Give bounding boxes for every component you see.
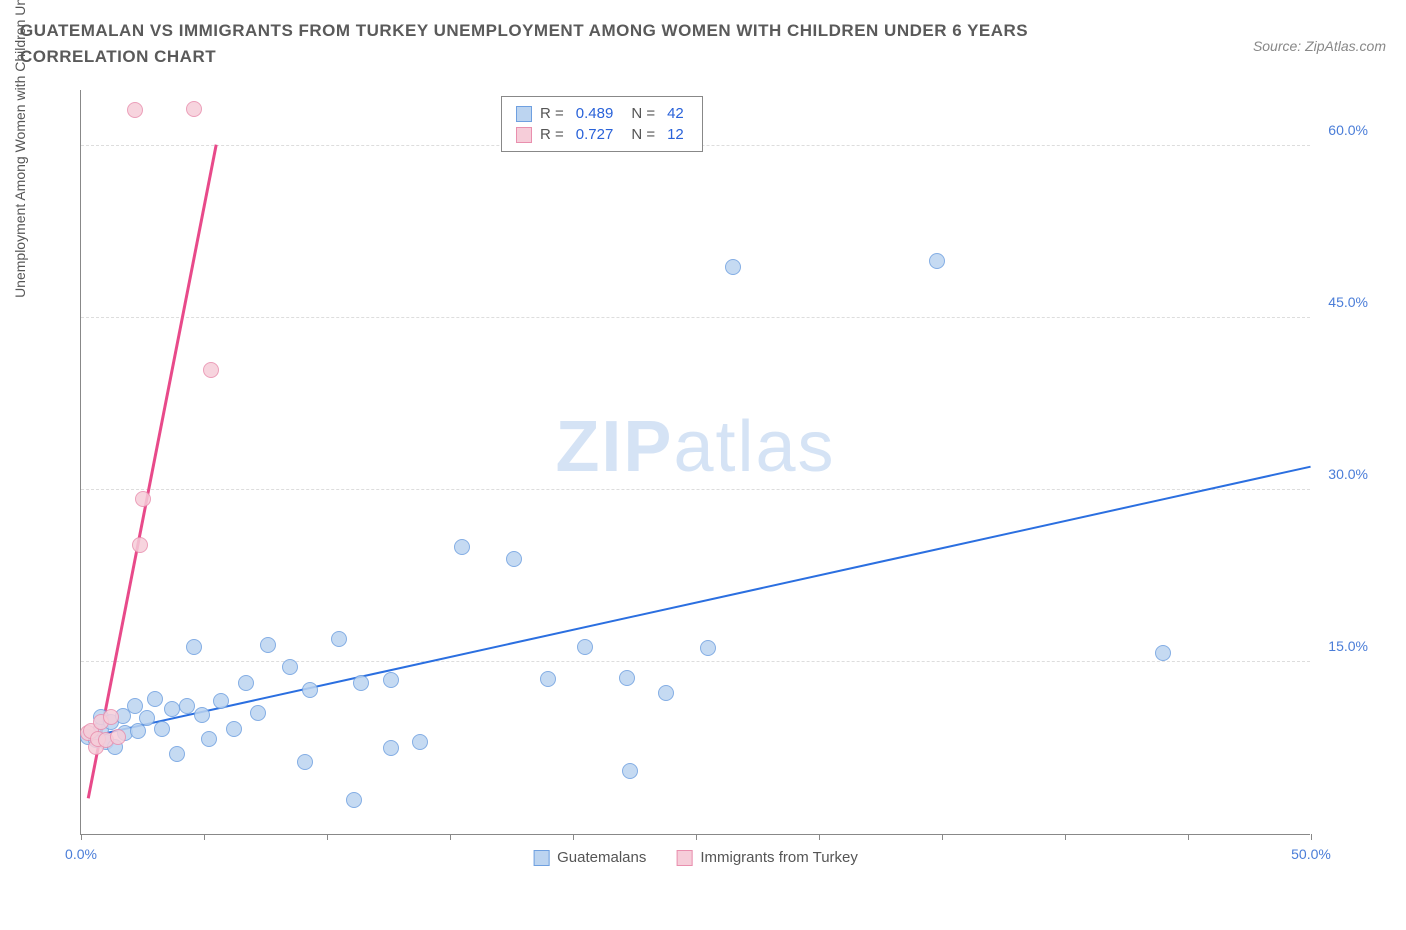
data-point: [103, 709, 119, 725]
data-point: [353, 675, 369, 691]
y-axis-label: Unemployment Among Women with Children U…: [12, 0, 28, 298]
y-tick-label: 45.0%: [1328, 294, 1368, 310]
data-point: [260, 637, 276, 653]
data-point: [1155, 645, 1171, 661]
x-tick: [819, 834, 820, 840]
chart-title: GUATEMALAN VS IMMIGRANTS FROM TURKEY UNE…: [20, 18, 1120, 69]
gridline: [81, 317, 1310, 318]
x-tick-label: 50.0%: [1291, 846, 1331, 862]
data-point: [238, 675, 254, 691]
x-tick: [942, 834, 943, 840]
data-point: [147, 691, 163, 707]
data-point: [282, 659, 298, 675]
legend-swatch: [676, 850, 692, 866]
trend-line: [93, 465, 1311, 736]
plot-area: ZIPatlas 15.0%30.0%45.0%60.0%0.0%50.0%R …: [80, 90, 1310, 835]
x-tick: [81, 834, 82, 840]
x-tick: [573, 834, 574, 840]
data-point: [132, 537, 148, 553]
legend-swatch: [516, 127, 532, 143]
data-point: [127, 698, 143, 714]
data-point: [179, 698, 195, 714]
data-point: [186, 639, 202, 655]
data-point: [203, 362, 219, 378]
legend-label: Guatemalans: [557, 849, 646, 866]
data-point: [619, 670, 635, 686]
data-point: [622, 763, 638, 779]
data-point: [127, 102, 143, 118]
legend-n-value: 12: [663, 126, 688, 143]
data-point: [577, 639, 593, 655]
x-tick: [204, 834, 205, 840]
x-tick: [450, 834, 451, 840]
legend-row: R = 0.489 N = 42: [516, 103, 688, 124]
data-point: [540, 671, 556, 687]
data-point: [194, 707, 210, 723]
data-point: [139, 710, 155, 726]
data-point: [154, 721, 170, 737]
data-point: [169, 746, 185, 762]
data-point: [110, 729, 126, 745]
legend-item: Immigrants from Turkey: [676, 849, 858, 866]
source-attribution: Source: ZipAtlas.com: [1253, 38, 1386, 54]
data-point: [135, 491, 151, 507]
gridline: [81, 489, 1310, 490]
legend-label: Immigrants from Turkey: [700, 849, 858, 866]
x-tick-label: 0.0%: [65, 846, 97, 862]
x-tick: [1188, 834, 1189, 840]
watermark: ZIPatlas: [555, 406, 835, 488]
data-point: [250, 705, 266, 721]
chart-header: GUATEMALAN VS IMMIGRANTS FROM TURKEY UNE…: [0, 0, 1406, 77]
legend-r-value: 0.489: [572, 105, 618, 122]
data-point: [226, 721, 242, 737]
data-point: [302, 682, 318, 698]
gridline: [81, 661, 1310, 662]
legend-n-label: N =: [631, 126, 655, 143]
data-point: [700, 640, 716, 656]
legend-row: R = 0.727 N = 12: [516, 124, 688, 145]
data-point: [331, 631, 347, 647]
x-tick: [696, 834, 697, 840]
legend-r-label: R =: [540, 105, 564, 122]
data-point: [297, 754, 313, 770]
legend-swatch: [516, 106, 532, 122]
legend-n-label: N =: [631, 105, 655, 122]
data-point: [929, 253, 945, 269]
y-tick-label: 60.0%: [1328, 122, 1368, 138]
data-point: [201, 731, 217, 747]
data-point: [725, 259, 741, 275]
x-tick: [327, 834, 328, 840]
correlation-legend: R = 0.489 N = 42 R = 0.727 N = 12: [501, 96, 703, 152]
data-point: [383, 740, 399, 756]
data-point: [658, 685, 674, 701]
legend-r-label: R =: [540, 126, 564, 143]
data-point: [383, 672, 399, 688]
legend-swatch: [533, 850, 549, 866]
x-tick: [1065, 834, 1066, 840]
data-point: [454, 539, 470, 555]
data-point: [346, 792, 362, 808]
x-tick: [1311, 834, 1312, 840]
legend-n-value: 42: [663, 105, 688, 122]
data-point: [213, 693, 229, 709]
y-tick-label: 30.0%: [1328, 466, 1368, 482]
series-legend: Guatemalans Immigrants from Turkey: [533, 849, 858, 866]
data-point: [412, 734, 428, 750]
legend-item: Guatemalans: [533, 849, 646, 866]
data-point: [164, 701, 180, 717]
legend-r-value: 0.727: [572, 126, 618, 143]
y-tick-label: 15.0%: [1328, 638, 1368, 654]
data-point: [506, 551, 522, 567]
chart-container: Unemployment Among Women with Children U…: [60, 80, 1380, 870]
data-point: [186, 101, 202, 117]
